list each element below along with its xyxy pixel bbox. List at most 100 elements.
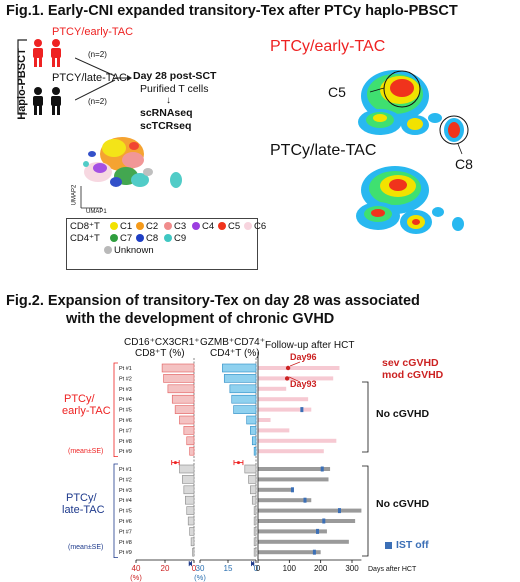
cd8-bar-early-2 — [163, 374, 195, 383]
density-late-label: PTCy/late-TAC — [270, 142, 377, 159]
followup-bar-early-8 — [258, 438, 337, 443]
cd4-tick-label-30: 30 — [196, 564, 205, 573]
cd8-unit: (%) — [130, 573, 142, 582]
followup-bar-late-7 — [258, 529, 327, 534]
followup-bar-early-2 — [258, 376, 334, 381]
cgvhd-event-2 — [284, 376, 290, 381]
n-early: (n=2) — [88, 50, 107, 59]
legend-label-c9: C9 — [174, 233, 187, 244]
col2-header-line1: GZMB⁺CD74⁺ — [200, 337, 266, 348]
cd4-bar-early-5 — [233, 405, 257, 414]
patient-label-late-7: Pt #7 — [119, 529, 132, 535]
legend-cd4-label: CD4⁺T — [70, 233, 100, 244]
group-late-line1: PTCy/ — [66, 492, 97, 504]
patient-label-late-5: Pt #5 — [119, 509, 132, 515]
cd8-bar-early-7 — [183, 426, 195, 435]
cohort-bracket — [17, 39, 27, 115]
ist-off-marker-late-4 — [303, 497, 307, 503]
legend-label-c2: C2 — [146, 221, 159, 232]
cd8-bar-early-3 — [167, 384, 195, 394]
legend-dot-unknown — [104, 246, 112, 254]
cd4-bar-late-6 — [253, 516, 257, 526]
fig2-title-line2: with the development of chronic GVHD — [66, 311, 335, 327]
cd4-bar-early-2 — [223, 374, 257, 383]
purified-text: Purified T cells — [140, 83, 209, 95]
cd8-tick-label-0: 0 — [192, 564, 197, 573]
event-leader-93 — [288, 376, 301, 383]
followup-bar-late-5 — [258, 508, 362, 513]
col2-header-line2: CD4⁺T (%) — [210, 348, 260, 359]
patient-label-early-4: Pt #4 — [119, 397, 132, 403]
group-early-line2: early-TAC — [62, 405, 111, 417]
cd4-bar-late-8 — [253, 537, 257, 547]
patient-label-early-3: Pt #3 — [119, 387, 132, 393]
cd8-bar-early-8 — [186, 436, 195, 446]
followup-bar-early-7 — [258, 428, 290, 433]
cd4-bar-early-1 — [222, 363, 257, 373]
event-day96: Day96 — [290, 352, 317, 362]
cd4-mean-late — [251, 562, 255, 566]
umap-plot — [80, 137, 182, 209]
cd8-bar-late-1 — [179, 464, 195, 474]
followup-bar-late-8 — [258, 539, 349, 544]
patient-label-late-3: Pt #3 — [119, 488, 132, 494]
legend-dot-c3 — [164, 222, 172, 230]
n-late: (n=2) — [88, 97, 107, 106]
group-bracket-early — [113, 362, 118, 457]
patient-label-late-4: Pt #4 — [119, 498, 132, 504]
flow-arrows — [75, 57, 132, 101]
followup-bar-late-2 — [258, 477, 329, 482]
cd4-bar-late-3 — [250, 485, 257, 495]
col1-header-line2: CD8⁺T (%) — [135, 348, 185, 359]
outcome-bracket-early — [362, 381, 369, 453]
legend-label-c8: C8 — [146, 233, 159, 244]
density-map-early — [358, 70, 469, 155]
no-cgvhd-early: No cGVHD — [376, 408, 430, 420]
patient-label-early-9: Pt #9 — [119, 449, 132, 455]
patient-label-early-2: Pt #2 — [119, 376, 132, 382]
days-tick-label-0: 0 — [256, 564, 261, 573]
ist-off-legend-label: IST off — [396, 539, 429, 551]
cd8-bar-early-5 — [174, 405, 195, 414]
cgvhd-event-1 — [285, 365, 291, 371]
mod-cgvhd-label: mod cGVHD — [382, 369, 444, 381]
event-day93: Day93 — [290, 379, 317, 389]
cd8-bar-late-9 — [192, 547, 195, 557]
cd4-bar-early-4 — [231, 394, 257, 404]
followup-bar-late-9 — [258, 550, 321, 555]
cd4-bar-early-3 — [229, 384, 257, 394]
cd8-bar-late-7 — [189, 527, 195, 536]
group-bracket-late — [113, 463, 118, 558]
assay-sctcrseq: scTCRseq — [140, 120, 192, 132]
followup-bar-late-3 — [258, 487, 293, 492]
day28-text: Day 28 post-SCT — [133, 70, 217, 82]
legend-dot-c7 — [110, 234, 118, 242]
cd4-bar-late-2 — [248, 475, 257, 484]
patient-label-early-7: Pt #7 — [119, 428, 132, 434]
umap-x-label: UMAP1 — [86, 209, 107, 215]
followup-bar-late-6 — [258, 519, 356, 523]
patient-label-late-1: Pt #1 — [119, 467, 132, 473]
cd4-bar-early-9 — [253, 446, 257, 456]
ist-off-marker-late-3 — [290, 487, 294, 493]
cd8-bar-late-2 — [182, 475, 195, 484]
legend-label-c5: C5 — [228, 221, 241, 232]
group-early-label: PTCY/early-TAC — [52, 26, 134, 38]
cd8-bar-early-1 — [161, 363, 195, 373]
cd4-bar-early-8 — [251, 436, 257, 446]
ist-off-marker-late-6 — [322, 518, 326, 524]
legend-dot-c1 — [110, 222, 118, 230]
followup-bar-early-5 — [258, 407, 312, 412]
patient-label-late-8: Pt #8 — [119, 540, 132, 546]
followup-bar-early-9 — [258, 449, 324, 454]
ist-off-marker-late-7 — [316, 528, 320, 534]
fig1-title: Fig.1. Early-CNI expanded transitory-Tex… — [6, 3, 458, 19]
cd8-tick-label-20: 20 — [161, 564, 170, 573]
legend-label-unknown: Unknown — [114, 245, 154, 256]
cd4-bar-early-6 — [246, 415, 257, 425]
c8-label: C8 — [455, 156, 473, 172]
density-early-label: PTCy/early-TAC — [270, 38, 386, 55]
cd4-bar-late-9 — [253, 547, 257, 557]
cluster-legend — [66, 218, 258, 270]
